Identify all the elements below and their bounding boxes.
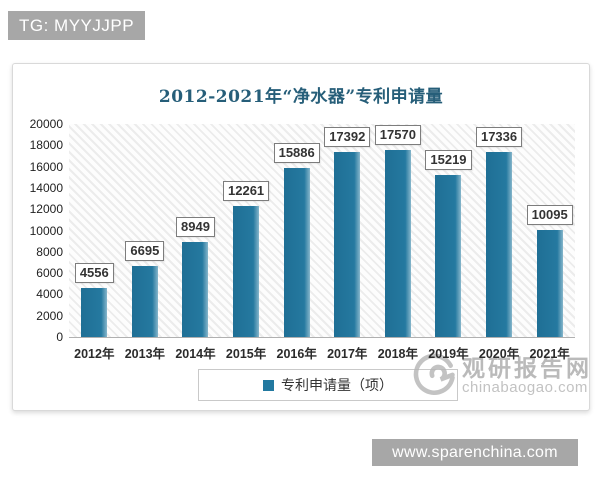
legend: 专利申请量（项） (198, 369, 458, 401)
bar (233, 206, 260, 337)
bar (486, 152, 513, 337)
bar-value-label: 17392 (324, 126, 371, 147)
watermark: 观研报告网 chinabaogao.com (412, 350, 592, 401)
y-axis-tick-label: 8000 (36, 244, 63, 259)
y-axis-tick-label: 6000 (36, 266, 63, 281)
bar-column: 4556 (69, 124, 120, 337)
bar-column: 17336 (474, 124, 525, 337)
watermark-site-name: 观研报告网 (462, 354, 592, 381)
y-axis-tick-label: 10000 (29, 223, 63, 238)
plot-area: 4556 6695 8949 12261 15886 17392 17570 15219 173… (69, 124, 575, 338)
x-axis-tick-label: 2013年 (124, 347, 166, 361)
y-axis-tick-label: 12000 (29, 202, 63, 217)
y-axis-tick-label: 16000 (29, 159, 63, 174)
bar-column: 17392 (322, 124, 373, 337)
bar-column: 8949 (170, 124, 221, 337)
bar (384, 149, 411, 337)
bar-column: 6695 (120, 124, 171, 337)
bar (435, 174, 462, 337)
y-axis-tick-label: 14000 (29, 180, 63, 195)
website-badge: www.sparenchina.com (372, 439, 578, 466)
bar (536, 229, 563, 337)
watermark-text: 观研报告网 chinabaogao.com (462, 354, 592, 396)
legend-label: 专利申请量（项） (281, 377, 393, 393)
watermark-site-domain: chinabaogao.com (462, 378, 588, 396)
x-axis: 2012年 2013年 2014年 2015年 2016年 2017年 2018年 2019年… (69, 343, 575, 362)
bar (131, 265, 158, 337)
y-axis-tick-label: 18000 (29, 138, 63, 153)
bar (283, 167, 310, 337)
bar-column: 12261 (221, 124, 272, 337)
bar-value-label: 12261 (223, 181, 270, 202)
y-axis-tick-label: 20000 (29, 117, 63, 131)
y-axis-tick-label: 2000 (36, 308, 63, 323)
y-axis-tick-label: 0 (56, 330, 63, 344)
bar-value-label: 15886 (273, 142, 320, 163)
bar-value-label: 10095 (526, 204, 573, 225)
x-axis-tick-label: 2012年 (74, 347, 115, 361)
telegram-badge-text: TG: MYYJJPP (19, 15, 135, 35)
swirl-logo-icon (412, 350, 458, 401)
bar-value-label: 17336 (475, 127, 523, 148)
y-axis-tick-label: 4000 (36, 287, 63, 302)
bar (81, 288, 108, 337)
bar (182, 241, 209, 337)
bar-column: 15886 (271, 124, 322, 337)
chart-card: 2012-2021年“净水器”专利申请量 20000 18000 16000 1400… (12, 63, 590, 411)
legend-swatch (263, 379, 274, 391)
bar (334, 151, 361, 337)
x-axis-tick-label: 2021年 (529, 347, 570, 361)
bar-value-label: 17570 (374, 124, 421, 145)
bar-column: 10095 (524, 124, 575, 337)
bar-value-label: 6695 (125, 240, 165, 261)
telegram-badge: TG: MYYJJPP (8, 11, 146, 40)
x-axis-tick-label: 2018年 (377, 347, 419, 361)
x-axis-tick-label: 2020年 (478, 347, 520, 361)
bar-value-label: 15219 (425, 149, 472, 170)
bar-column: 15219 (423, 124, 474, 337)
chart-title: 2012-2021年“净水器”专利申请量 (158, 87, 444, 107)
bars-container: 4556 6695 8949 12261 15886 17392 17570 15219 173… (69, 124, 575, 337)
x-axis-tick-label: 2015年 (225, 347, 267, 361)
x-axis-tick-label: 2019年 (428, 347, 469, 361)
x-axis-tick-label: 2016年 (276, 347, 317, 361)
website-badge-text: www.sparenchina.com (392, 443, 558, 461)
bar-value-label: 4556 (74, 263, 114, 284)
bar-value-label: 8949 (176, 216, 215, 237)
x-axis-tick-label: 2017年 (327, 347, 368, 361)
bar-column: 17570 (373, 124, 424, 337)
x-axis-tick-label: 2014年 (175, 347, 216, 361)
